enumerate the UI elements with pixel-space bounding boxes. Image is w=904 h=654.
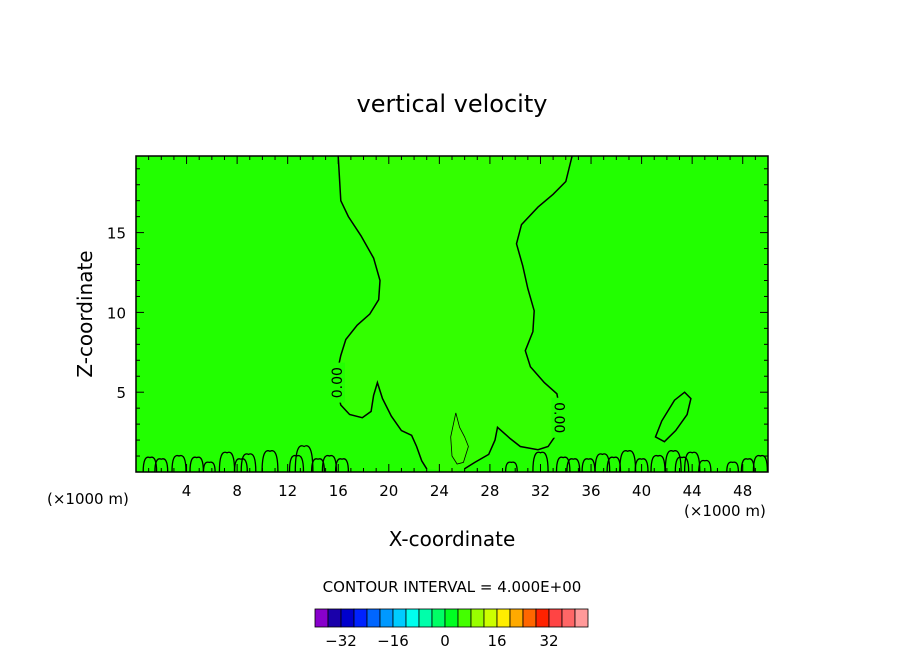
colorbar-swatch — [444, 608, 459, 628]
surface-contour — [683, 451, 701, 473]
x-axis-label: X-coordinate — [389, 527, 516, 551]
surface-contour — [581, 458, 596, 473]
colorbar-swatch — [379, 608, 394, 628]
colorbar-swatch — [483, 608, 498, 628]
colorbar-swatch — [548, 608, 563, 628]
x-unit-left: (×1000 m) — [47, 490, 129, 508]
x-tick-label: 32 — [531, 482, 550, 500]
x-tick-label: 20 — [379, 482, 398, 500]
chart-title: vertical velocity — [357, 90, 548, 118]
surface-contour — [650, 454, 666, 473]
surface-contour — [171, 454, 187, 473]
surface-contour — [555, 456, 571, 473]
surface-contour — [504, 461, 518, 473]
surface-contour — [634, 458, 649, 473]
x-tick-label: 36 — [581, 482, 600, 500]
colorbar-swatch — [418, 608, 433, 628]
y-tick-label: 15 — [107, 225, 126, 243]
colorbar-swatch — [392, 608, 407, 628]
x-tick-label: 16 — [329, 482, 348, 500]
surface-contour — [674, 456, 690, 473]
colorbar-tick-label: 32 — [539, 632, 558, 650]
surface-contour — [218, 451, 236, 473]
colorbar-tick-label: −16 — [377, 632, 409, 650]
y-axis-label: Z-coordinate — [73, 250, 97, 377]
colorbar-swatch — [496, 608, 511, 628]
contour-label-bg — [328, 362, 345, 403]
y-tick-label: 5 — [116, 384, 126, 402]
colorbar-swatch — [522, 608, 537, 628]
colorbar-swatch — [574, 608, 589, 628]
colorbar-swatch — [353, 608, 368, 628]
surface-contour — [233, 458, 248, 473]
surface-contour — [532, 451, 549, 473]
surface-contour — [294, 445, 314, 473]
colorbar-tick-label: −32 — [325, 632, 357, 650]
colorbar-swatch — [457, 608, 472, 628]
surface-contour — [664, 450, 682, 473]
x-tick-label: 48 — [733, 482, 752, 500]
colorbar-swatch — [327, 608, 342, 628]
surface-contour — [566, 458, 581, 473]
colorbar-swatch — [405, 608, 420, 628]
x-tick-label: 8 — [232, 482, 242, 500]
surface-contour — [594, 453, 611, 473]
colorbar-tick-label: 0 — [440, 632, 450, 650]
x-unit-right: (×1000 m) — [684, 502, 766, 520]
colorbar-swatch — [509, 608, 524, 628]
x-tick-label: 24 — [430, 482, 449, 500]
x-tick-label: 4 — [182, 482, 192, 500]
surface-contour — [334, 458, 350, 473]
colorbar-swatch — [366, 608, 381, 628]
colorbar-swatch — [535, 608, 550, 628]
x-tick-label: 28 — [480, 482, 499, 500]
colorbar-swatch — [314, 608, 329, 628]
contour-label: 0.00 — [330, 367, 346, 398]
surface-contour — [726, 461, 740, 473]
thin-contour — [450, 412, 469, 465]
y-tick-label: 10 — [107, 304, 126, 322]
contour-label: 0.00 — [550, 402, 566, 433]
x-tick-label: 44 — [683, 482, 702, 500]
colorbar-tick-label: 16 — [487, 632, 506, 650]
contour-label-bg — [551, 397, 568, 438]
surface-contour — [240, 453, 257, 473]
surface-contour — [752, 454, 769, 473]
colorbar-swatch — [561, 608, 576, 628]
zero-contour-right — [464, 155, 573, 470]
surface-contour — [154, 458, 169, 473]
surface-contour — [202, 461, 216, 473]
surface-contour — [189, 456, 205, 473]
colorbar: −32 −16 0 16 32 — [314, 608, 589, 650]
colorbar-swatch — [431, 608, 446, 628]
closed-contour — [654, 391, 692, 443]
surface-contour — [310, 458, 326, 473]
surface-contour — [698, 459, 712, 473]
colorbar-swatch — [470, 608, 485, 628]
surface-contour — [619, 450, 637, 473]
x-tick-label: 12 — [278, 482, 297, 500]
surface-contour — [321, 454, 338, 473]
surface-contour — [261, 450, 279, 473]
updraft-region — [337, 156, 573, 472]
x-tick-label: 40 — [632, 482, 651, 500]
colorbar-swatch — [340, 608, 355, 628]
contour-interval-label: CONTOUR INTERVAL = 4.000E+00 — [323, 578, 582, 596]
